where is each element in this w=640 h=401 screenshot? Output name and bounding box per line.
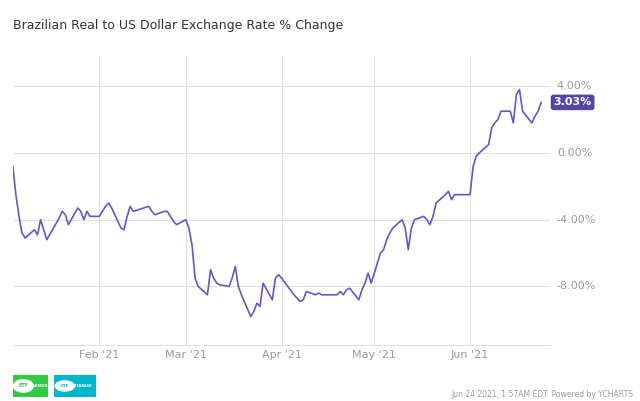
Text: Jun 24 2021, 1:57AM EDT. Powered by YCHARTS: Jun 24 2021, 1:57AM EDT. Powered by YCHA… [452,390,634,399]
Text: Brazilian Real to US Dollar Exchange Rate % Change: Brazilian Real to US Dollar Exchange Rat… [13,19,343,32]
Text: -8.00%: -8.00% [557,282,596,292]
Text: 3.03%: 3.03% [554,97,592,107]
Text: DATABASE: DATABASE [71,384,92,388]
Text: TRENDS: TRENDS [29,384,47,388]
Text: 0.00%: 0.00% [557,148,592,158]
Text: 4.00%: 4.00% [557,81,592,91]
Text: -4.00%: -4.00% [557,215,596,225]
Circle shape [13,380,33,392]
Circle shape [55,381,74,391]
Text: ETF: ETF [19,383,28,389]
Text: ETF: ETF [61,384,69,388]
